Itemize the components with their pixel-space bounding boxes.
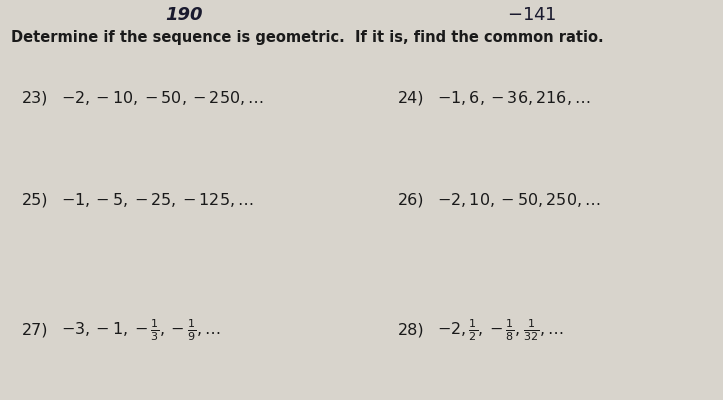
- Text: $-1, 6, -36, 216, \ldots$: $-1, 6, -36, 216, \ldots$: [432, 89, 591, 107]
- Text: $-3, -1, -\frac{1}{3}, -\frac{1}{9}, \ldots$: $-3, -1, -\frac{1}{3}, -\frac{1}{9}, \ld…: [56, 317, 221, 343]
- Text: 27): 27): [22, 322, 48, 338]
- Text: 23): 23): [22, 90, 48, 106]
- Text: $-2, \frac{1}{2}, -\frac{1}{8}, \frac{1}{32}, \ldots$: $-2, \frac{1}{2}, -\frac{1}{8}, \frac{1}…: [432, 317, 564, 343]
- Text: $-2, 10, -50, 250, \ldots$: $-2, 10, -50, 250, \ldots$: [432, 191, 601, 209]
- Text: $-1, -5, -25, -125, \ldots$: $-1, -5, -25, -125, \ldots$: [56, 191, 254, 209]
- Text: 190: 190: [166, 6, 203, 24]
- Text: 24): 24): [398, 90, 424, 106]
- Text: 25): 25): [22, 192, 48, 208]
- Text: $-2, -10, -50, -250, \ldots$: $-2, -10, -50, -250, \ldots$: [56, 89, 265, 107]
- Text: $-141$: $-141$: [507, 6, 556, 24]
- Text: 28): 28): [398, 322, 424, 338]
- Text: 26): 26): [398, 192, 424, 208]
- Text: Determine if the sequence is geometric.  If it is, find the common ratio.: Determine if the sequence is geometric. …: [11, 30, 604, 45]
